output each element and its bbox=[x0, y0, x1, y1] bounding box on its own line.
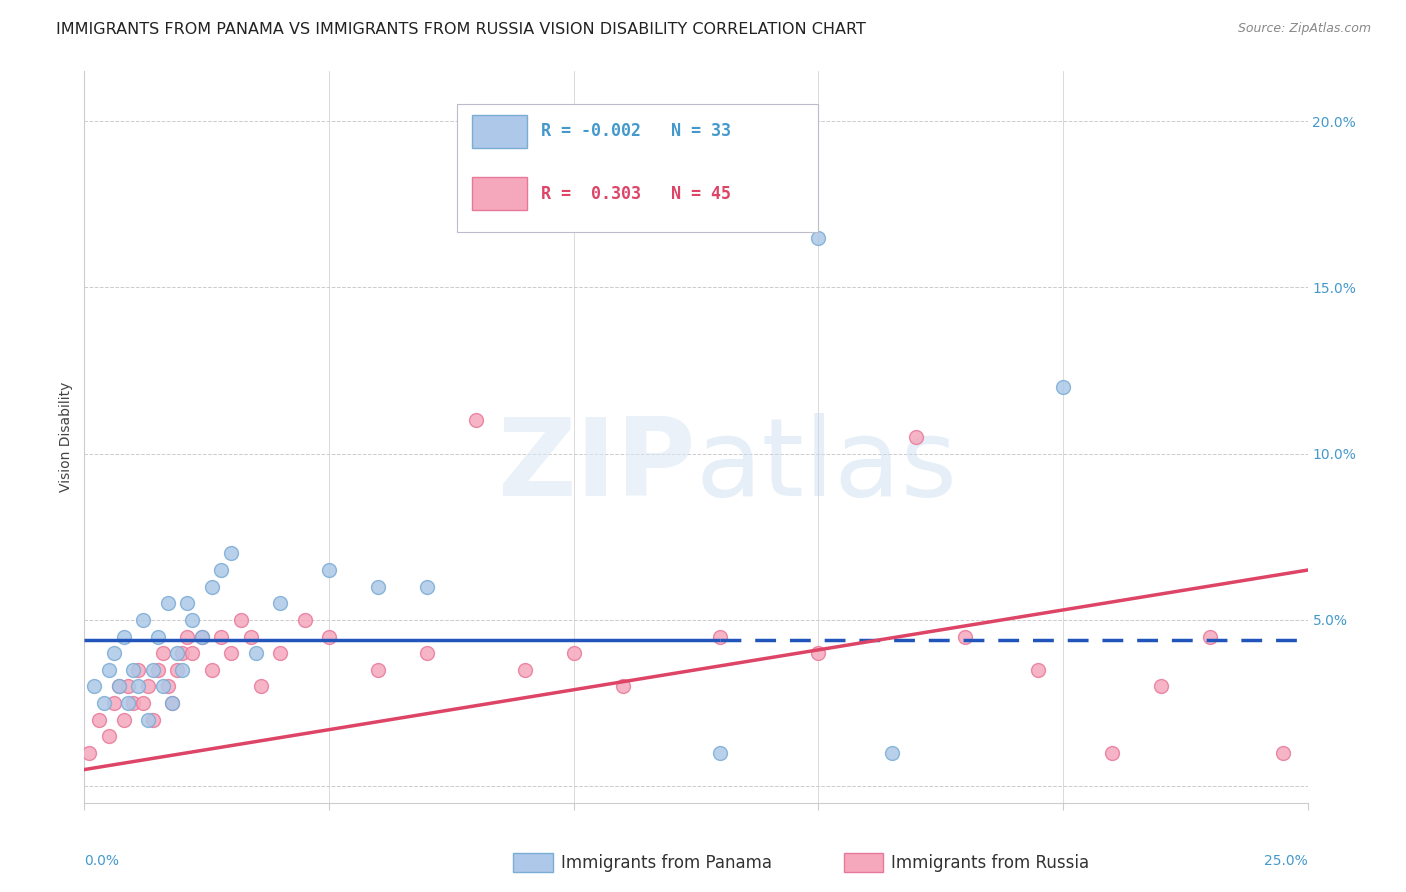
Point bbox=[367, 663, 389, 677]
Point bbox=[172, 663, 194, 677]
FancyBboxPatch shape bbox=[457, 104, 818, 232]
Point bbox=[181, 646, 204, 660]
Point bbox=[245, 646, 267, 660]
Point bbox=[953, 630, 976, 644]
Point bbox=[127, 680, 149, 694]
Point bbox=[191, 630, 214, 644]
Point bbox=[132, 613, 155, 627]
Point bbox=[1198, 630, 1220, 644]
Text: Immigrants from Panama: Immigrants from Panama bbox=[561, 854, 772, 871]
Point bbox=[83, 680, 105, 694]
Point bbox=[562, 646, 585, 660]
Point bbox=[905, 430, 928, 444]
Point bbox=[127, 663, 149, 677]
Point bbox=[112, 713, 135, 727]
Point bbox=[200, 663, 222, 677]
Point bbox=[142, 713, 165, 727]
Point bbox=[77, 746, 100, 760]
Point bbox=[239, 630, 262, 644]
Point bbox=[146, 663, 169, 677]
Point bbox=[807, 646, 830, 660]
Text: R =  0.303   N = 45: R = 0.303 N = 45 bbox=[541, 185, 731, 202]
Point bbox=[294, 613, 316, 627]
Point bbox=[1028, 663, 1050, 677]
Point bbox=[122, 663, 145, 677]
Point bbox=[132, 696, 155, 710]
Point bbox=[807, 230, 830, 244]
Point bbox=[166, 646, 188, 660]
Point bbox=[117, 680, 139, 694]
Point bbox=[318, 563, 340, 577]
Point bbox=[191, 630, 214, 644]
Text: Source: ZipAtlas.com: Source: ZipAtlas.com bbox=[1237, 22, 1371, 36]
Point bbox=[176, 596, 198, 610]
Point bbox=[87, 713, 110, 727]
Point bbox=[219, 646, 242, 660]
Point bbox=[200, 580, 222, 594]
Point bbox=[709, 746, 731, 760]
Point bbox=[176, 630, 198, 644]
Point bbox=[112, 630, 135, 644]
Point bbox=[209, 563, 232, 577]
Point bbox=[209, 630, 232, 644]
Text: 25.0%: 25.0% bbox=[1264, 854, 1308, 868]
Text: atlas: atlas bbox=[696, 413, 957, 519]
Point bbox=[107, 680, 129, 694]
Point bbox=[117, 696, 139, 710]
Point bbox=[166, 663, 188, 677]
Point bbox=[103, 646, 125, 660]
Point bbox=[136, 713, 159, 727]
Text: Immigrants from Russia: Immigrants from Russia bbox=[891, 854, 1090, 871]
Point bbox=[269, 596, 291, 610]
Point bbox=[1101, 746, 1123, 760]
Point bbox=[122, 696, 145, 710]
Point bbox=[612, 680, 634, 694]
Point bbox=[513, 663, 536, 677]
Point bbox=[229, 613, 252, 627]
Point bbox=[880, 746, 903, 760]
Point bbox=[464, 413, 486, 427]
Point bbox=[142, 663, 165, 677]
Bar bbox=[472, 115, 527, 148]
Point bbox=[172, 646, 194, 660]
Point bbox=[162, 696, 184, 710]
Point bbox=[107, 680, 129, 694]
Bar bbox=[472, 178, 527, 211]
Point bbox=[1150, 680, 1173, 694]
Point bbox=[367, 580, 389, 594]
Point bbox=[152, 646, 174, 660]
Point bbox=[219, 546, 242, 560]
Point bbox=[162, 696, 184, 710]
Point bbox=[269, 646, 291, 660]
Point bbox=[249, 680, 271, 694]
Point bbox=[156, 596, 179, 610]
Point bbox=[136, 680, 159, 694]
Point bbox=[156, 680, 179, 694]
Point bbox=[181, 613, 204, 627]
Point bbox=[318, 630, 340, 644]
Point bbox=[152, 680, 174, 694]
Point bbox=[709, 630, 731, 644]
Point bbox=[146, 630, 169, 644]
Text: R = -0.002   N = 33: R = -0.002 N = 33 bbox=[541, 122, 731, 140]
Point bbox=[416, 580, 439, 594]
Point bbox=[103, 696, 125, 710]
Point bbox=[416, 646, 439, 660]
Point bbox=[1272, 746, 1295, 760]
Y-axis label: Vision Disability: Vision Disability bbox=[59, 382, 73, 492]
Text: IMMIGRANTS FROM PANAMA VS IMMIGRANTS FROM RUSSIA VISION DISABILITY CORRELATION C: IMMIGRANTS FROM PANAMA VS IMMIGRANTS FRO… bbox=[56, 22, 866, 37]
Point bbox=[1052, 380, 1074, 394]
Text: 0.0%: 0.0% bbox=[84, 854, 120, 868]
Point bbox=[93, 696, 115, 710]
Text: ZIP: ZIP bbox=[498, 413, 696, 519]
Point bbox=[97, 663, 120, 677]
Point bbox=[97, 729, 120, 743]
